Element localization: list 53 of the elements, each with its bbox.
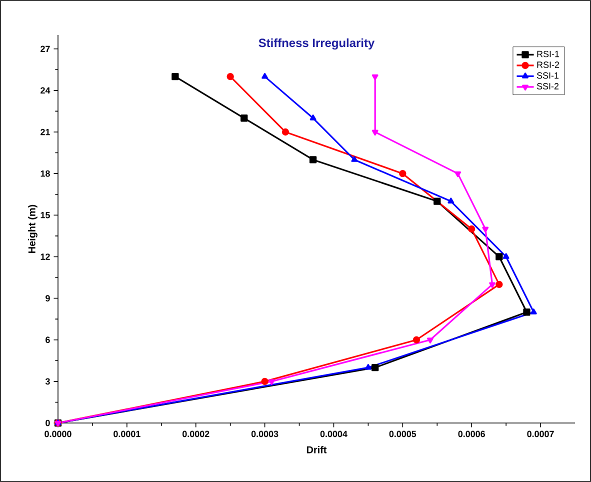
- legend-label: RSI-2: [537, 62, 560, 68]
- x-tick-label: 0.0001: [114, 430, 140, 438]
- point: [310, 114, 316, 120]
- y-tick-label: 0: [46, 420, 50, 426]
- y-tick-label: 9: [46, 295, 50, 302]
- x-tick-label: 0.0000: [44, 430, 72, 438]
- point: [226, 72, 234, 80]
- y-tick-label: 12: [40, 254, 50, 260]
- x-axis-title: Drift: [306, 446, 327, 454]
- x-tick-label: 0.0005: [389, 430, 416, 438]
- point: [427, 338, 434, 344]
- y-tick-label: 18: [40, 170, 50, 177]
- point: [262, 72, 268, 79]
- point: [240, 114, 248, 122]
- x-tick-label: 0.0006: [458, 430, 485, 438]
- y-tick-label: 27: [40, 46, 50, 52]
- point: [399, 170, 406, 178]
- point: [268, 379, 275, 386]
- legend-label: RSI-1: [537, 50, 560, 58]
- y-tick-label: 15: [40, 212, 50, 218]
- point: [282, 128, 290, 136]
- chart-title: Stiffness Irregularity: [258, 38, 375, 50]
- point: [468, 225, 476, 233]
- point: [412, 336, 420, 344]
- x-tick-label: 0.0004: [320, 430, 348, 438]
- y-tick-label: 24: [40, 87, 50, 94]
- x-tick-label: 0.0007: [527, 430, 554, 438]
- point: [364, 364, 372, 370]
- point: [530, 308, 537, 314]
- y-tick-label: 21: [40, 128, 50, 136]
- point: [496, 253, 503, 260]
- point: [372, 74, 378, 80]
- point: [434, 198, 441, 205]
- y-tick-label: 6: [46, 336, 50, 344]
- x-tick-label: 0.0002: [182, 430, 210, 438]
- point: [372, 364, 379, 372]
- legend-label: SSI-2: [536, 83, 559, 90]
- point: [489, 282, 496, 288]
- point: [496, 280, 503, 288]
- point: [172, 72, 179, 80]
- y-axis-title: Height (m): [28, 204, 38, 253]
- point: [454, 171, 462, 178]
- x-tick-label: 0.0003: [251, 430, 278, 438]
- point: [351, 156, 358, 162]
- point: [523, 308, 530, 316]
- legend-label: SSI-1: [536, 72, 559, 79]
- point: [502, 253, 510, 259]
- point: [261, 378, 268, 386]
- point: [448, 198, 454, 204]
- point: [482, 226, 489, 233]
- y-tick-label: 3: [45, 378, 50, 385]
- point: [372, 130, 378, 136]
- point: [309, 156, 317, 164]
